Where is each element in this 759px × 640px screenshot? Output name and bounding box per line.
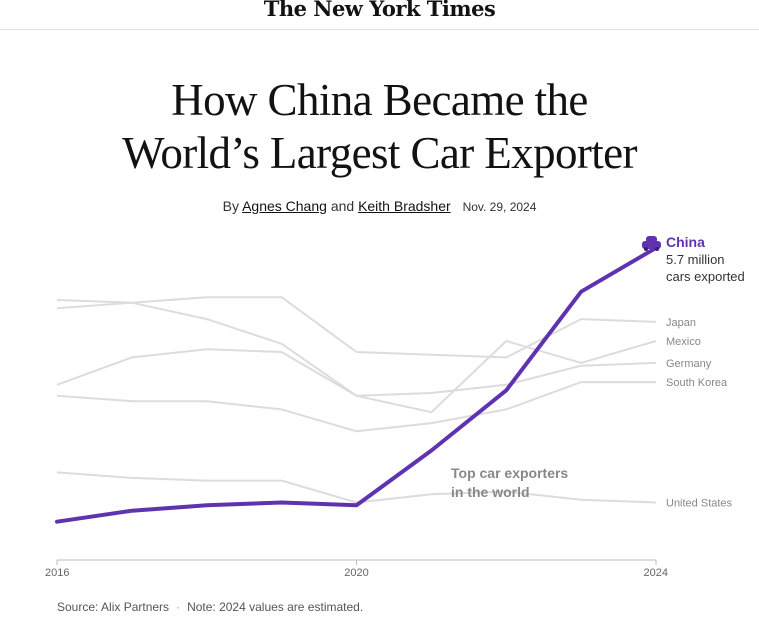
series-line-germany — [56, 299, 657, 397]
series-line-united-states — [56, 471, 657, 504]
chart-annotation: Top car exporters in the world — [451, 465, 568, 500]
other-series-group — [56, 296, 657, 504]
car-icon — [642, 235, 661, 251]
estimate-note: Note: 2024 values are estimated. — [187, 600, 364, 614]
publish-date: Nov. 29, 2024 — [462, 200, 537, 214]
china-value-line-2: cars exported — [666, 269, 745, 284]
series-label-china: China — [666, 234, 705, 250]
series-line-south-korea — [56, 381, 656, 433]
byline-prefix: By — [222, 198, 239, 214]
car-body — [642, 240, 661, 249]
masthead: The New York Times — [0, 0, 759, 30]
nyt-logo[interactable]: The New York Times — [263, 0, 496, 21]
byline-and: and — [330, 198, 355, 214]
annotation-line-1: Top car exporters — [451, 465, 568, 481]
source-credit: Source: Alix Partners — [57, 600, 170, 614]
footer-separator: · — [176, 600, 181, 614]
x-tick-label-2020: 2020 — [344, 567, 368, 579]
x-tick-label-2024: 2024 — [644, 567, 668, 579]
china-value-line-1: 5.7 million — [666, 252, 725, 267]
annotation-line-2: in the world — [451, 484, 530, 500]
china-series-group — [55, 235, 661, 524]
car-cabin — [646, 235, 657, 243]
series-labels: China 5.7 million cars exported Japan Mexico… — [666, 234, 745, 510]
series-label-mexico: Mexico — [666, 336, 701, 348]
headline-line-2: World’s Largest Car Exporter — [122, 128, 637, 178]
series-label-united-states: United States — [666, 498, 733, 510]
article-headline: How China Became the World’s Largest Car… — [0, 74, 759, 180]
series-label-japan: Japan — [666, 317, 696, 329]
series-line-japan — [56, 296, 657, 359]
headline-line-1: How China Became the — [171, 75, 588, 125]
x-axis: 2016 2020 2024 — [45, 559, 668, 579]
car-wheel-front — [655, 246, 659, 251]
series-label-south-korea: South Korea — [666, 377, 728, 389]
exports-line-chart: 2016 2020 2024 China 5.7 million cars export… — [45, 234, 745, 579]
author-link-keith-bradsher[interactable]: Keith Bradsher — [358, 198, 451, 214]
car-wheel-back — [644, 246, 648, 251]
x-tick-label-2016: 2016 — [45, 567, 69, 579]
series-label-germany: Germany — [666, 358, 712, 370]
series-line-china — [55, 245, 658, 524]
author-link-agnes-chang[interactable]: Agnes Chang — [242, 198, 327, 214]
byline: By Agnes Chang and Keith Bradsher Nov. 2… — [0, 198, 759, 214]
chart-footer: Source: Alix Partners · Note: 2024 values … — [57, 600, 363, 614]
